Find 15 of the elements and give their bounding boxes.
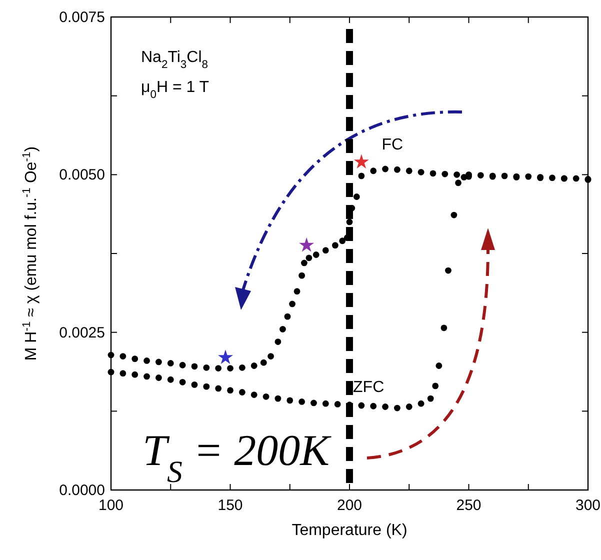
annotation: ZFC (353, 379, 384, 396)
annotation: FC (382, 136, 404, 154)
x-tick-label: 150 (218, 497, 243, 514)
y-tick-label: 0.0025 (59, 324, 105, 342)
y-tick-label: 0.0075 (59, 9, 105, 26)
ref-line-label: T$_{S}$ = 200K (142, 426, 332, 489)
x-axis-title: Temperature (K) (292, 522, 408, 539)
y-tick-label: 0.0050 (59, 166, 105, 184)
annotation: Na$_{2}$Ti$_{3}$Cl$_{8}$ (141, 49, 208, 71)
annotation: μ$_{0}$H = 1 T (141, 79, 210, 101)
y-tick-label: 0.0000 (59, 482, 105, 499)
x-tick-label: 200 (336, 497, 362, 514)
x-tick-label: 300 (575, 497, 601, 514)
x-tick-label: 250 (456, 497, 482, 514)
x-tick-label: 100 (98, 497, 124, 514)
